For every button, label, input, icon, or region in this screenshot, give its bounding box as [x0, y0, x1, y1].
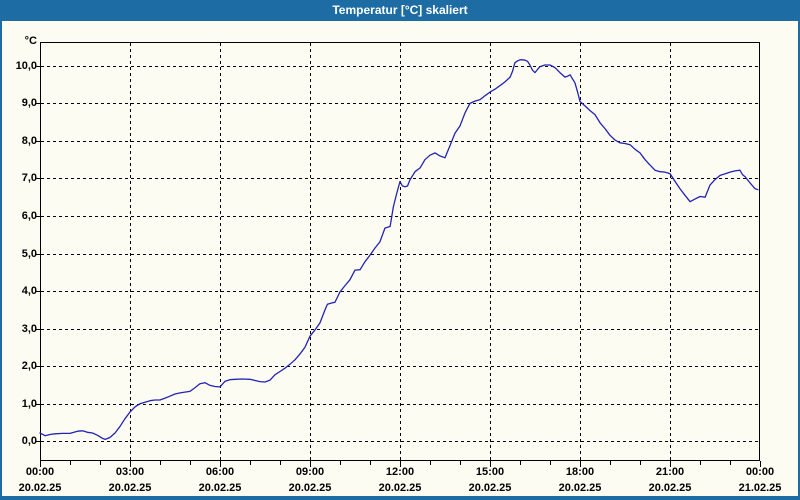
plot-border: [40, 42, 760, 461]
y-tick-label: 2,0: [21, 359, 37, 372]
x-tick-time-label: 15:00: [475, 466, 505, 478]
y-tick-label: 6,0: [21, 209, 37, 222]
x-tick-time-label: 00:00: [745, 466, 775, 478]
y-axis-unit-label: °C: [24, 35, 37, 47]
x-tick-date-label: 20.02.25: [468, 482, 512, 494]
y-tick-label: 10,0: [15, 59, 37, 72]
y-tick-label: 9,0: [21, 96, 37, 109]
x-tick-time-label: 00:00: [25, 466, 55, 478]
x-tick-time-label: 18:00: [565, 466, 595, 478]
x-tick-time-label: 09:00: [295, 466, 325, 478]
x-tick-date-label: 20.02.25: [558, 482, 602, 494]
window-frame-bottom: [0, 496, 800, 500]
x-tick-time-label: 06:00: [205, 466, 235, 478]
y-tick-label: 1,0: [21, 397, 37, 410]
x-tick-date-label: 20.02.25: [378, 482, 422, 494]
x-tick-time-label: 03:00: [115, 466, 145, 478]
x-tick-time-label: 21:00: [655, 466, 685, 478]
x-tick-date-label: 21.02.25: [738, 482, 782, 494]
axis-ticks: [35, 66, 761, 467]
title-bar: [0, 0, 800, 21]
x-tick-date-label: 20.02.25: [198, 482, 242, 494]
y-tick-label: 0,0: [21, 434, 37, 447]
x-tick-date-label: 20.02.25: [648, 482, 692, 494]
y-tick-label: 8,0: [21, 134, 37, 147]
window-title: Temperatur [°C] skaliert: [332, 3, 468, 17]
x-tick-date-label: 20.02.25: [288, 482, 332, 494]
temperature-series-line: [39, 59, 759, 441]
x-tick-time-label: 12:00: [385, 466, 415, 478]
y-tick-label: 5,0: [21, 247, 37, 260]
x-tick-date-label: 20.02.25: [18, 482, 62, 494]
y-tick-label: 7,0: [21, 171, 37, 184]
x-tick-date-label: 20.02.25: [108, 482, 152, 494]
y-tick-label: 4,0: [21, 284, 37, 297]
y-tick-label: 3,0: [21, 322, 37, 335]
